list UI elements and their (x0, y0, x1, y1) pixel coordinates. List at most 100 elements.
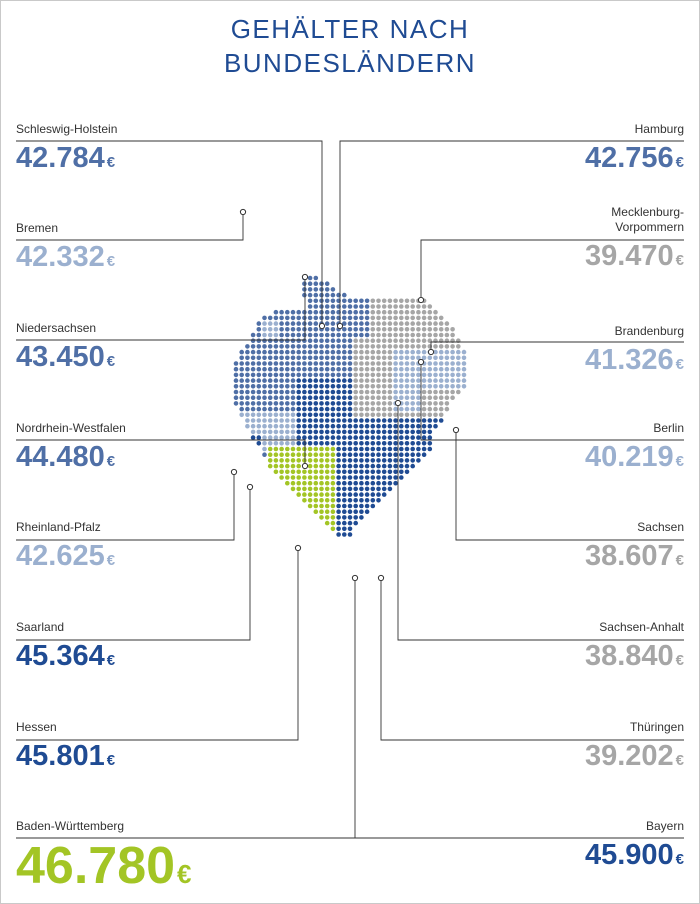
map-dot-by (404, 458, 410, 463)
map-dot-sh (342, 298, 347, 304)
map-dot-mv (399, 344, 404, 349)
leader-marker-sl (246, 483, 254, 491)
map-dot-st (364, 372, 370, 378)
map-dot-bw (302, 452, 307, 458)
map-dot-bw (319, 509, 324, 514)
map-dot-st (376, 372, 381, 378)
map-dot-by (370, 441, 376, 446)
map-dot-ni (256, 332, 262, 338)
map-dot-by (336, 469, 341, 475)
map-dot-mv (376, 327, 381, 332)
map-dot-sl (250, 435, 256, 440)
map-dot-sh (313, 275, 319, 281)
map-dot-st (370, 366, 376, 372)
map-dot-ni (313, 327, 319, 332)
map-dot-ni (347, 332, 353, 338)
map-dot-nw (239, 395, 244, 401)
map-dot-he (324, 441, 330, 446)
map-dot-nw (285, 366, 290, 372)
map-dot-sn (444, 395, 450, 401)
map-dot-st (370, 355, 376, 361)
map-dot-nw (290, 395, 296, 401)
map-dot-st (370, 384, 376, 389)
region-name: Baden-Württemberg (16, 819, 125, 833)
map-dot-he (296, 378, 302, 383)
map-dot-bw (313, 480, 319, 486)
currency-sign: € (106, 453, 116, 470)
map-dot-by (416, 441, 421, 446)
map-dot-ni (256, 361, 262, 366)
map-dot-he (302, 418, 307, 423)
map-dot-ni (279, 309, 284, 315)
map-dot-st (353, 378, 359, 383)
map-dot-ni (347, 372, 353, 378)
map-dot-he (336, 412, 341, 418)
map-dot-he (313, 412, 319, 418)
map-dot-ni (313, 321, 319, 326)
map-dot-ni (279, 327, 284, 332)
map-dot-by (336, 532, 341, 537)
map-dot-bw (290, 463, 296, 469)
map-dot-by (404, 463, 410, 469)
map-dot-by (427, 429, 433, 435)
map-dot-nw (250, 401, 256, 406)
map-dot-by (376, 452, 381, 458)
map-dot-bb (433, 378, 438, 383)
map-dot-ni (307, 327, 313, 332)
map-dot-he (313, 418, 319, 423)
region-name: Nordrhein-Westfalen (16, 421, 126, 435)
map-dot-bb (399, 355, 404, 361)
map-dot-bw (319, 498, 324, 503)
map-dot-he (319, 412, 324, 418)
map-dot-bw (330, 503, 336, 509)
map-dot-mv (404, 309, 410, 315)
map-dot-mv (433, 344, 438, 349)
map-dot-mv (404, 338, 410, 344)
map-dot-st (376, 349, 381, 355)
map-dot-bb (416, 406, 421, 412)
map-dot-ni (353, 327, 359, 332)
map-dot-ni (347, 361, 353, 366)
map-dot-bb (461, 372, 467, 378)
map-dot-mv (370, 338, 376, 344)
region-bw: Baden-Württemberg 46.780€ (16, 819, 316, 902)
map-dot-bw (307, 452, 313, 458)
map-dot-sh (347, 298, 353, 304)
map-dot-he (324, 406, 330, 412)
map-dot-he (296, 435, 302, 440)
map-dot-bw (279, 463, 284, 469)
map-dot-rp (285, 435, 290, 440)
map-dot-by (353, 475, 359, 480)
map-dot-by (376, 498, 381, 503)
map-dot-he (347, 406, 353, 412)
map-dot-mv (381, 338, 387, 344)
map-dot-bw (307, 458, 313, 463)
map-dot-bw (313, 446, 319, 452)
map-dot-st (359, 384, 364, 389)
map-dot-by (359, 418, 364, 423)
map-dot-mv (387, 327, 393, 332)
map-dot-by (342, 492, 347, 497)
map-dot-bw (324, 486, 330, 492)
map-dot-nw (290, 366, 296, 372)
map-dot-by (370, 435, 376, 440)
map-dot-he (307, 389, 313, 395)
map-dot-he (347, 401, 353, 406)
map-dot-ni (296, 349, 302, 355)
map-dot-mv (421, 338, 427, 344)
map-dot-by (336, 492, 341, 497)
map-dot-bb (410, 406, 416, 412)
map-dot-mv (381, 332, 387, 338)
map-dot-bw (290, 469, 296, 475)
map-dot-by (342, 441, 347, 446)
map-dot-ni (342, 327, 347, 332)
map-dot-bb (444, 372, 450, 378)
map-dot-mv (421, 315, 427, 321)
map-dot-bb (461, 378, 467, 383)
map-dot-by (353, 435, 359, 440)
map-dot-by (347, 429, 353, 435)
map-dot-hb (273, 332, 279, 338)
map-dot-rp (273, 441, 279, 446)
map-dot-by (427, 435, 433, 440)
map-dot-sn (433, 401, 438, 406)
